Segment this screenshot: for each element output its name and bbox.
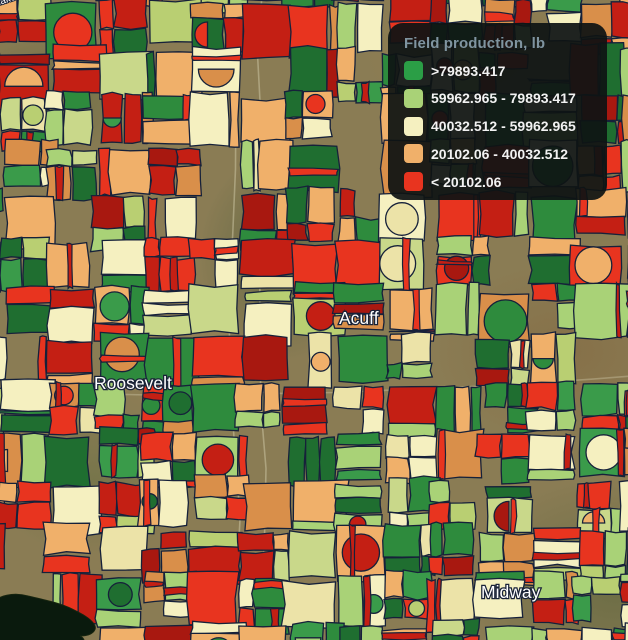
- svg-text:Quaker Ave: Quaker Ave: [0, 0, 39, 11]
